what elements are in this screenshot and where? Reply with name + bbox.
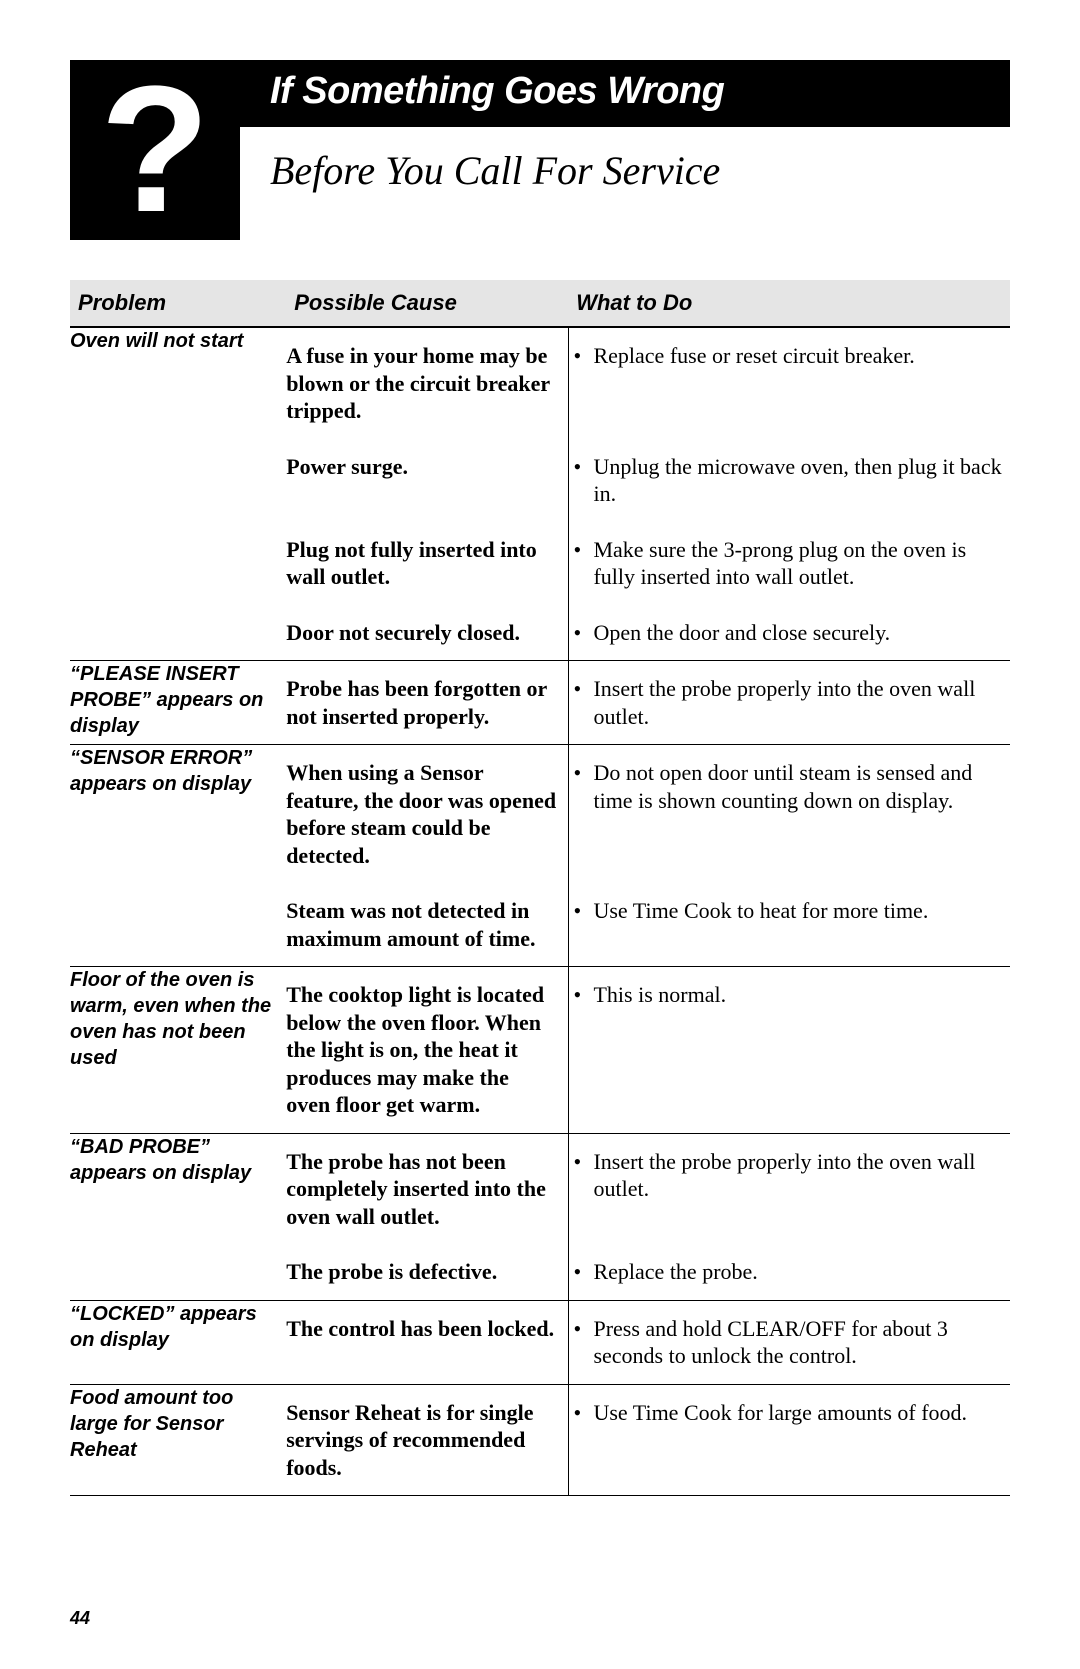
action-text: •Replace fuse or reset circuit breaker. [569, 328, 1010, 384]
bullet-icon: • [573, 897, 593, 925]
action-text-content: Unplug the microwave oven, then plug it … [593, 453, 1002, 508]
cause-action-cell: The cooktop light is located below the o… [286, 967, 1010, 1134]
cause-action-pair: Door not securely closed.•Open the door … [286, 605, 1010, 661]
table-row: Oven will not startA fuse in your home m… [70, 327, 1010, 661]
cause-text: A fuse in your home may be blown or the … [286, 328, 568, 439]
cause-text: Steam was not detected in maximum amount… [286, 883, 568, 966]
action-text-content: Do not open door until steam is sensed a… [593, 759, 1002, 814]
action-text: •Press and hold CLEAR/OFF for about 3 se… [569, 1301, 1010, 1384]
cause-action-pair: The control has been locked.•Press and h… [286, 1301, 1010, 1384]
header-titles: If Something Goes Wrong Before You Call … [240, 60, 1010, 194]
action-text: •Open the door and close securely. [569, 605, 1010, 661]
action-text: •Make sure the 3-prong plug on the oven … [569, 522, 1010, 605]
action-text: •Use Time Cook for large amounts of food… [569, 1385, 1010, 1441]
problem-cell: “SENSOR ERROR” appears on display [70, 745, 286, 967]
action-text-content: This is normal. [593, 981, 1002, 1009]
cause-text: The cooktop light is located below the o… [286, 967, 568, 1133]
action-text: •Insert the probe properly into the oven… [569, 661, 1010, 744]
cause-action-pair: A fuse in your home may be blown or the … [286, 328, 1010, 439]
cause-text: When using a Sensor feature, the door wa… [286, 745, 568, 883]
bullet-icon: • [573, 453, 593, 508]
action-text-content: Make sure the 3-prong plug on the oven i… [593, 536, 1002, 591]
table-header-row: Problem Possible Cause What to Do [70, 280, 1010, 327]
cause-action-cell: A fuse in your home may be blown or the … [286, 327, 1010, 661]
cause-action-pair: Plug not fully inserted into wall outlet… [286, 522, 1010, 605]
bullet-icon: • [573, 759, 593, 814]
cause-action-pair: The cooktop light is located below the o… [286, 967, 1010, 1133]
bullet-icon: • [573, 1315, 593, 1370]
cause-text: Sensor Reheat is for single servings of … [286, 1385, 568, 1496]
table-row: “BAD PROBE” appears on displayThe probe … [70, 1133, 1010, 1300]
cause-action-cell: The control has been locked.•Press and h… [286, 1300, 1010, 1384]
problem-cell: Oven will not start [70, 327, 286, 661]
action-text-content: Insert the probe properly into the oven … [593, 1148, 1002, 1203]
cause-text: Probe has been forgotten or not inserted… [286, 661, 568, 744]
col-header-cause: Possible Cause [286, 280, 568, 327]
action-text-content: Insert the probe properly into the oven … [593, 675, 1002, 730]
problem-cell: “PLEASE INSERT PROBE” appears on display [70, 661, 286, 745]
bullet-icon: • [573, 981, 593, 1009]
problem-cell: “BAD PROBE” appears on display [70, 1133, 286, 1300]
action-text-content: Replace the probe. [593, 1258, 1002, 1286]
cause-text: Plug not fully inserted into wall outlet… [286, 522, 568, 605]
action-text-content: Replace fuse or reset circuit breaker. [593, 342, 1002, 370]
troubleshooting-table: Problem Possible Cause What to Do Oven w… [70, 280, 1010, 1496]
cause-action-pair: Probe has been forgotten or not inserted… [286, 661, 1010, 744]
bullet-icon: • [573, 675, 593, 730]
page-number: 44 [70, 1608, 90, 1629]
action-text: •Use Time Cook to heat for more time. [569, 883, 1010, 939]
page-header: ? If Something Goes Wrong Before You Cal… [70, 60, 1010, 240]
problem-cell: “LOCKED” appears on display [70, 1300, 286, 1384]
table-row: Floor of the oven is warm, even when the… [70, 967, 1010, 1134]
action-text-content: Open the door and close securely. [593, 619, 1002, 647]
cause-action-cell: Probe has been forgotten or not inserted… [286, 661, 1010, 745]
action-text: •This is normal. [569, 967, 1010, 1023]
action-text: •Insert the probe properly into the oven… [569, 1134, 1010, 1217]
action-text-content: Use Time Cook to heat for more time. [593, 897, 1002, 925]
question-icon-box: ? [70, 60, 240, 240]
action-text: •Unplug the microwave oven, then plug it… [569, 439, 1010, 522]
bullet-icon: • [573, 1399, 593, 1427]
cause-text: The probe is defective. [286, 1244, 568, 1300]
cause-action-cell: Sensor Reheat is for single servings of … [286, 1384, 1010, 1496]
bullet-icon: • [573, 1148, 593, 1203]
table-row: “SENSOR ERROR” appears on displayWhen us… [70, 745, 1010, 967]
table-row: “LOCKED” appears on displayThe control h… [70, 1300, 1010, 1384]
cause-action-cell: The probe has not been completely insert… [286, 1133, 1010, 1300]
cause-action-pair: Power surge.•Unplug the microwave oven, … [286, 439, 1010, 522]
cause-text: The probe has not been completely insert… [286, 1134, 568, 1245]
problem-cell: Food amount too large for Sensor Reheat [70, 1384, 286, 1496]
col-header-action: What to Do [568, 280, 1010, 327]
action-text-content: Use Time Cook for large amounts of food. [593, 1399, 1002, 1427]
bullet-icon: • [573, 1258, 593, 1286]
cause-action-pair: The probe has not been completely insert… [286, 1134, 1010, 1245]
table-row: Food amount too large for Sensor ReheatS… [70, 1384, 1010, 1496]
question-icon: ? [100, 60, 210, 240]
cause-text: The control has been locked. [286, 1301, 568, 1357]
bullet-icon: • [573, 342, 593, 370]
action-text: •Replace the probe. [569, 1244, 1010, 1300]
bullet-icon: • [573, 536, 593, 591]
cause-action-pair: The probe is defective.•Replace the prob… [286, 1244, 1010, 1300]
cause-action-pair: Steam was not detected in maximum amount… [286, 883, 1010, 966]
col-header-problem: Problem [70, 280, 286, 327]
action-text: •Do not open door until steam is sensed … [569, 745, 1010, 828]
problem-cell: Floor of the oven is warm, even when the… [70, 967, 286, 1134]
cause-action-pair: Sensor Reheat is for single servings of … [286, 1385, 1010, 1496]
bullet-icon: • [573, 619, 593, 647]
action-text-content: Press and hold CLEAR/OFF for about 3 sec… [593, 1315, 1002, 1370]
page-subtitle: Before You Call For Service [240, 127, 1010, 194]
cause-text: Door not securely closed. [286, 605, 568, 661]
cause-action-pair: When using a Sensor feature, the door wa… [286, 745, 1010, 883]
page-title: If Something Goes Wrong [240, 60, 1010, 127]
cause-text: Power surge. [286, 439, 568, 495]
table-row: “PLEASE INSERT PROBE” appears on display… [70, 661, 1010, 745]
cause-action-cell: When using a Sensor feature, the door wa… [286, 745, 1010, 967]
